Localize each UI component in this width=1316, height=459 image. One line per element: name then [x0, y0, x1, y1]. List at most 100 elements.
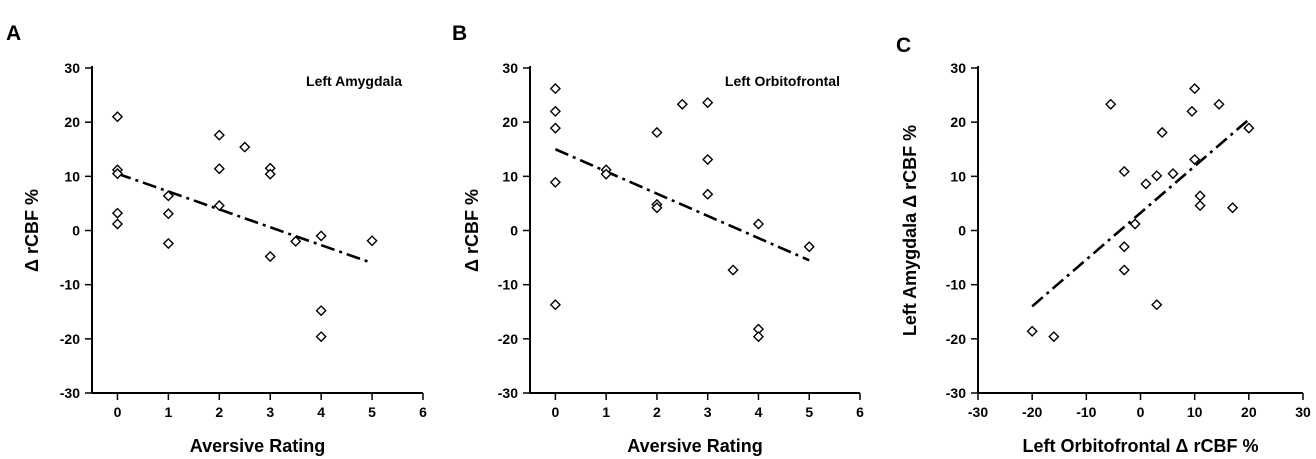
x-axis-title: Aversive Rating: [627, 436, 762, 456]
x-tick-label: 20: [1241, 404, 1257, 420]
data-point-diamond: [111, 218, 124, 230]
x-tick-label: 6: [856, 404, 864, 420]
y-tick-label: -30: [60, 385, 80, 401]
x-tick-label: 1: [602, 404, 610, 420]
y-tick-label: 10: [950, 168, 966, 184]
data-point-diamond: [702, 153, 714, 166]
data-point-diamond: [1213, 98, 1225, 110]
data-point-diamond: [162, 237, 174, 250]
data-point-diamond: [651, 126, 663, 139]
data-point-diamond: [1026, 325, 1038, 337]
data-point-diamond: [366, 235, 378, 247]
x-tick-label: 2: [215, 404, 223, 420]
data-point-diamond: [1151, 299, 1163, 311]
chart-panel-c: C -30 -20 -10 0 10 20 30 -30 -20 -10 0 10 20 30 Left Or…: [896, 34, 1311, 456]
data-point-diamond: [549, 82, 561, 95]
y-axis-title: Δ rCBF %: [462, 189, 482, 272]
data-point-diamond: [290, 235, 302, 247]
panel-letter: C: [896, 34, 911, 57]
x-axis-title: Left Orbitofrontal Δ rCBF %: [1023, 436, 1259, 456]
y-tick-label: 30: [64, 60, 80, 76]
data-point-diamond: [1226, 202, 1239, 214]
x-tick-label: 3: [266, 404, 274, 420]
data-point-diamond: [803, 241, 815, 253]
data-point-diamond: [702, 97, 714, 109]
trend-line: [554, 148, 810, 262]
y-tick-label: 30: [502, 60, 518, 76]
x-tick-label: 6: [419, 404, 427, 420]
y-tick-label: 20: [64, 114, 80, 130]
x-axis-title: Aversive Rating: [190, 436, 325, 456]
x-tick-label: 5: [368, 404, 376, 420]
data-point-diamond: [1048, 331, 1060, 343]
y-tick-label: -10: [498, 277, 518, 293]
y-tick-label: 10: [502, 168, 518, 184]
y-tick-label: 20: [502, 114, 518, 130]
data-point-diamond: [1156, 126, 1168, 139]
data-point-diamond: [600, 168, 612, 180]
data-point-diamond: [549, 105, 561, 117]
chart-panel-b: B -30 -20 -10 0 10 20 30 0 1 2 3 4 5 6 Aversive Rating Δ…: [452, 22, 864, 456]
data-point-diamond: [111, 168, 124, 180]
data-point-diamond: [676, 98, 688, 110]
data-point-diamond: [111, 207, 124, 219]
y-tick-label: -20: [60, 331, 80, 347]
data-point-diamond: [213, 163, 225, 175]
data-point-diamond: [549, 176, 561, 188]
y-tick-label: 0: [72, 223, 80, 239]
y-tick-label: 10: [64, 168, 80, 184]
y-tick-label: 20: [950, 114, 966, 130]
data-point-diamond: [162, 190, 174, 202]
y-tick-label: -10: [60, 277, 80, 293]
y-axis-title: Left Amygdala Δ rCBF %: [900, 125, 920, 336]
data-point-diamond: [264, 168, 276, 180]
chart-panel-a: A -30 -20 -10 0 10 20 30 0 1 2 3 4 5 6 Aversive Rating Δ…: [6, 22, 427, 456]
data-point-diamond: [315, 230, 327, 242]
data-point-diamond: [1118, 264, 1130, 276]
trend-line: [117, 172, 373, 265]
y-tick-label: 30: [950, 60, 966, 76]
data-point-diamond: [1140, 178, 1152, 190]
data-point-diamond: [213, 129, 225, 141]
x-tick-label: 5: [805, 404, 813, 420]
y-tick-label: -20: [498, 331, 518, 347]
data-point-diamond: [1189, 82, 1201, 95]
data-point-diamond: [549, 122, 561, 134]
data-point-diamond: [111, 111, 124, 123]
x-tick-label: 0: [114, 404, 122, 420]
x-tick-label: -30: [968, 404, 988, 420]
y-tick-label: 0: [510, 223, 518, 239]
y-tick-label: 0: [958, 223, 966, 239]
x-tick-label: 1: [164, 404, 172, 420]
x-tick-label: 10: [1187, 404, 1203, 420]
data-point-diamond: [1129, 218, 1141, 230]
x-tick-label: 30: [1295, 404, 1311, 420]
y-tick-label: -30: [498, 385, 518, 401]
data-point-diamond: [1167, 168, 1179, 180]
data-point-diamond: [239, 141, 251, 153]
y-tick-label: -30: [946, 385, 966, 401]
region-annotation: Left Amygdala: [306, 73, 402, 89]
data-point-diamond: [1243, 122, 1255, 134]
data-point-diamond: [1151, 170, 1163, 182]
x-tick-label: 0: [1137, 404, 1145, 420]
data-point-diamond: [752, 331, 765, 343]
data-point-diamond: [213, 199, 225, 212]
panel-letter: A: [6, 22, 21, 45]
x-tick-label: -20: [1022, 404, 1042, 420]
data-point-diamond: [1194, 199, 1206, 212]
x-tick-label: 0: [551, 404, 559, 420]
y-axis-title: Δ rCBF %: [22, 189, 42, 272]
data-point-diamond: [1118, 165, 1130, 178]
y-tick-label: -10: [946, 277, 966, 293]
x-tick-label: 3: [704, 404, 712, 420]
data-point-diamond: [1186, 105, 1198, 117]
data-point-diamond: [752, 218, 765, 230]
data-point-diamond: [264, 250, 276, 263]
x-tick-label: 4: [317, 404, 325, 420]
data-point-diamond: [1189, 153, 1201, 166]
data-point-diamond: [162, 208, 174, 220]
data-point-diamond: [549, 299, 561, 311]
data-point-diamond: [651, 202, 663, 214]
